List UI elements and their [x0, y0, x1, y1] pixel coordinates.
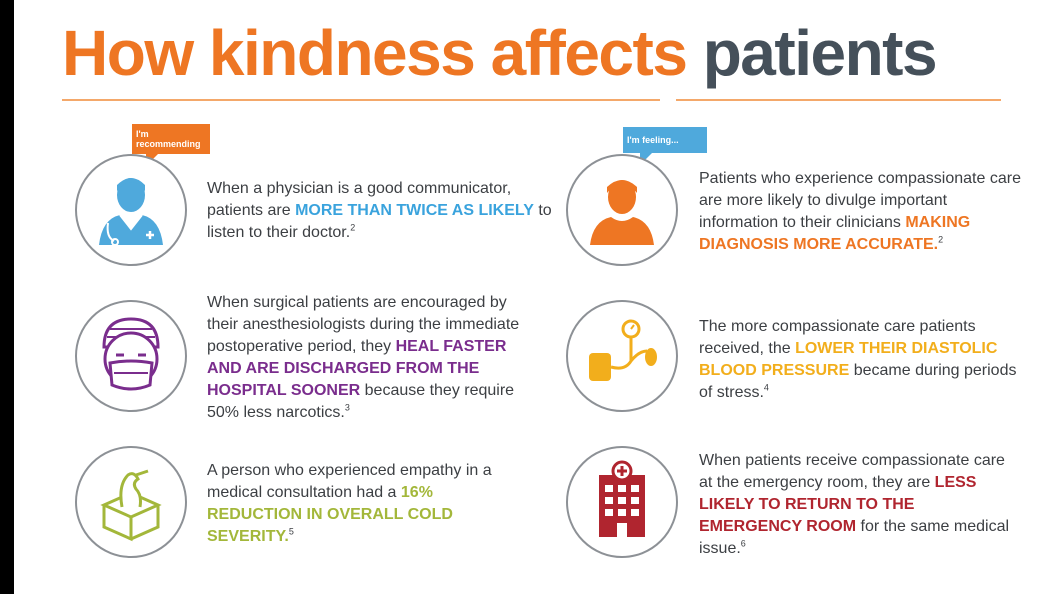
page-title: How kindness affects patients [62, 17, 938, 89]
footnote-ref: 2 [938, 234, 944, 245]
doctor-icon [74, 153, 188, 267]
fact-empathy: A person who experienced empathy in a me… [207, 460, 497, 548]
footnote-ref: 4 [763, 382, 769, 393]
speech-bubble-recommending: I'm recommending [132, 124, 210, 154]
surgeon-mask-icon [74, 299, 188, 413]
fact-highlight: LOWER THEIR DIASTOLIC BLOOD PRESSURE [699, 340, 998, 379]
fact-emergency: When patients receive compassionate care… [699, 450, 1009, 560]
patient-icon [565, 153, 679, 267]
fact-text: The more compassionate care patients rec… [699, 318, 976, 357]
title-underline-right [676, 99, 1001, 101]
tissue-box-icon [74, 445, 188, 559]
fact-text-end: for the same medical issue. [699, 518, 1010, 557]
fact-highlight: MAKING DIAGNOSIS MORE ACCURATE. [699, 214, 971, 253]
hospital-icon [565, 445, 679, 559]
fact-text: When patients receive compassionate care… [699, 452, 1005, 491]
fact-text: Patients who experience compassionate ca… [699, 170, 1021, 231]
fact-surgical: When surgical patients are encouraged by… [207, 292, 542, 424]
blood-pressure-icon [565, 299, 679, 413]
fact-highlight: LESS LIKELY TO RETURN TO THE EMERGENCY R… [699, 474, 977, 535]
fact-text: When surgical patients are encouraged by… [207, 294, 520, 355]
title-part-2: patients [702, 17, 938, 89]
fact-highlight: MORE THAN TWICE AS LIKELY [295, 202, 534, 219]
fact-text-end: because they require 50% less narcotics. [207, 382, 515, 421]
fact-blood-pressure: The more compassionate care patients rec… [699, 316, 1029, 404]
footnote-ref: 6 [740, 538, 746, 549]
fact-highlight: 16% REDUCTION IN OVERALL COLD SEVERITY. [207, 484, 453, 545]
footnote-ref: 3 [344, 402, 350, 413]
speech-bubble-feeling: I'm feeling... [623, 127, 707, 153]
fact-text-end: became during periods of stress. [699, 362, 1017, 401]
fact-highlight: HEAL FASTER AND ARE DISCHARGED FROM THE … [207, 338, 507, 399]
title-underline-left [62, 99, 660, 101]
fact-text: When a physician is a good communicator,… [207, 180, 512, 219]
footnote-ref: 5 [288, 526, 294, 537]
title-part-1: How kindness affects [62, 17, 688, 89]
fact-diagnosis: Patients who experience compassionate ca… [699, 168, 1029, 256]
footnote-ref: 2 [350, 222, 356, 233]
fact-communicator: When a physician is a good communicator,… [207, 178, 557, 244]
fact-text-end: to listen to their doctor. [207, 202, 552, 241]
fact-text: A person who experienced empathy in a me… [207, 462, 492, 501]
